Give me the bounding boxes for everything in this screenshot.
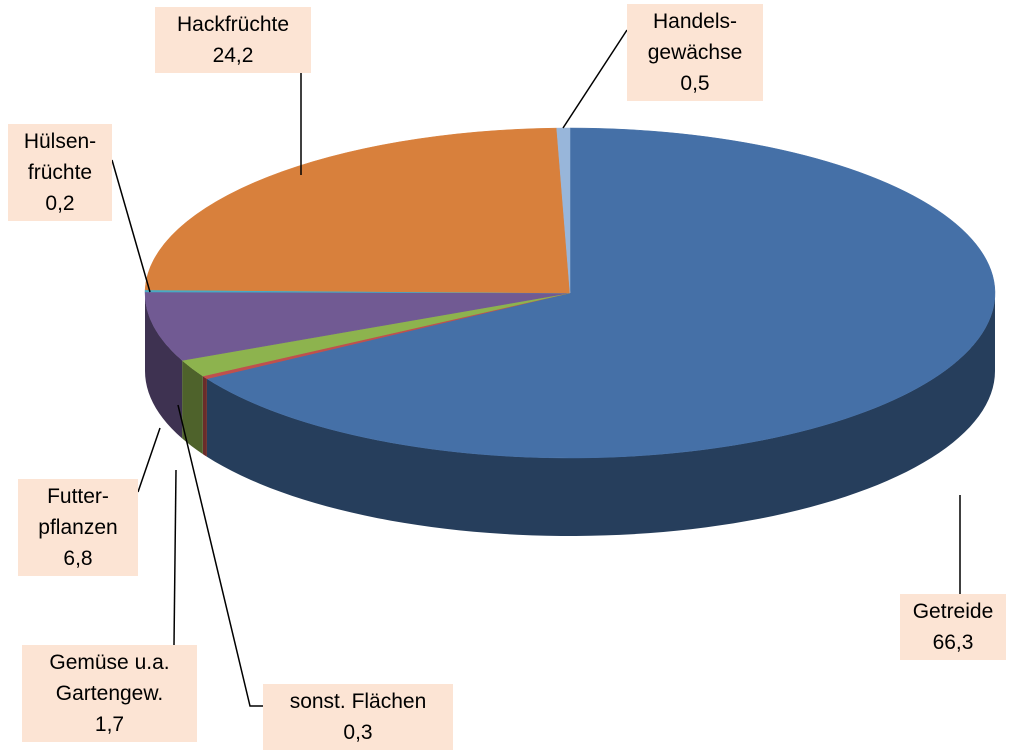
label-value: 0,5 bbox=[680, 72, 710, 95]
label-name: Handels- gewächse bbox=[647, 10, 743, 64]
slice-side bbox=[145, 293, 183, 439]
slice bbox=[206, 127, 996, 459]
label-value: 6,8 bbox=[63, 547, 93, 570]
data-label: Gemüse u.a. Gartengew. 1,7 bbox=[22, 645, 197, 742]
label-value: 1,7 bbox=[94, 713, 125, 736]
slice-side bbox=[202, 376, 207, 457]
data-label: Hackfrüchte 24,2 bbox=[155, 7, 311, 73]
label-name: Futter- pflanzen bbox=[38, 485, 118, 539]
data-label: sonst. Flächen 0,3 bbox=[263, 684, 453, 750]
label-name: sonst. Flächen bbox=[289, 690, 427, 713]
slice-side bbox=[182, 360, 203, 455]
label-value: 66,3 bbox=[932, 631, 974, 654]
label-value: 24,2 bbox=[212, 44, 254, 67]
label-name: Getreide bbox=[912, 600, 994, 623]
label-name: Hackfrüchte bbox=[176, 13, 290, 36]
data-label: Handels- gewächse 0,5 bbox=[627, 4, 763, 101]
label-value: 0,2 bbox=[45, 192, 75, 215]
data-label: Getreide 66,3 bbox=[900, 594, 1006, 660]
leader-line bbox=[173, 469, 177, 646]
leader-line bbox=[111, 159, 151, 293]
label-name: Hülsen- früchte bbox=[23, 130, 97, 184]
leader-line bbox=[562, 29, 628, 129]
slice bbox=[144, 127, 571, 294]
slice-side bbox=[206, 293, 995, 536]
leader-line bbox=[177, 404, 263, 707]
data-label: Hülsen- früchte 0,2 bbox=[8, 124, 112, 221]
slice bbox=[144, 291, 571, 361]
label-name: Gemüse u.a. Gartengew. bbox=[49, 651, 170, 705]
data-label: Futter- pflanzen 6,8 bbox=[18, 479, 138, 576]
label-value: 0,3 bbox=[343, 721, 373, 744]
leader-line bbox=[137, 427, 161, 493]
